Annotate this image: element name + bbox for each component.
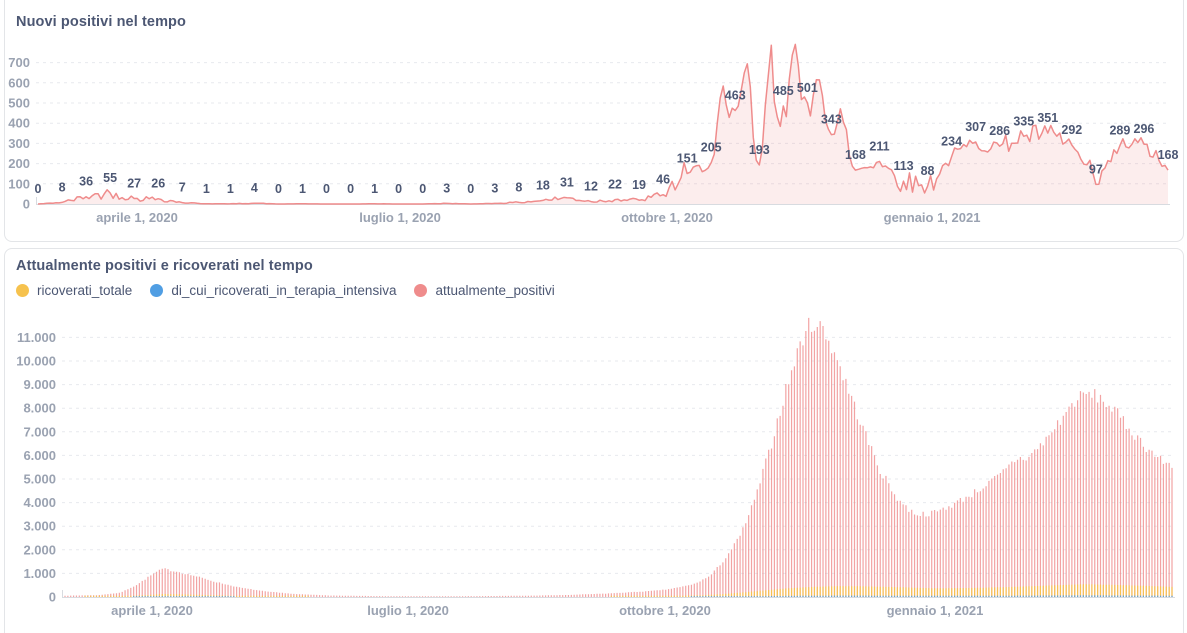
legend-label-terapia-intensiva: di_cui_ricoverati_in_terapia_intensiva <box>171 283 397 298</box>
svg-text:1: 1 <box>371 182 378 196</box>
chart2-title: Attualmente positivi e ricoverati nel te… <box>16 258 313 274</box>
svg-text:700: 700 <box>8 55 30 70</box>
svg-text:aprile 1, 2020: aprile 1, 2020 <box>111 603 193 618</box>
svg-text:400: 400 <box>8 116 30 131</box>
svg-text:aprile 1, 2020: aprile 1, 2020 <box>96 210 178 225</box>
svg-text:8: 8 <box>515 180 522 194</box>
svg-text:10.000: 10.000 <box>16 354 56 369</box>
svg-text:0: 0 <box>49 590 56 605</box>
svg-text:9.000: 9.000 <box>23 377 56 392</box>
legend-label-ricoverati-totale: ricoverati_totale <box>37 283 133 298</box>
svg-text:31: 31 <box>560 176 574 190</box>
svg-text:205: 205 <box>701 141 722 155</box>
chart2-legend: ricoverati_totale di_cui_ricoverati_in_t… <box>16 283 555 298</box>
svg-text:4.000: 4.000 <box>23 495 56 510</box>
svg-text:gennaio 1, 2021: gennaio 1, 2021 <box>887 603 984 618</box>
svg-text:343: 343 <box>821 113 842 127</box>
svg-text:luglio 1, 2020: luglio 1, 2020 <box>367 603 449 618</box>
svg-text:22: 22 <box>608 178 622 192</box>
svg-text:1.000: 1.000 <box>23 566 56 581</box>
svg-text:485: 485 <box>773 84 794 98</box>
svg-text:151: 151 <box>677 151 698 165</box>
svg-text:97: 97 <box>1089 162 1103 176</box>
legend-dot-ricoverati-totale-icon <box>16 284 29 297</box>
svg-text:0: 0 <box>347 182 354 196</box>
svg-text:100: 100 <box>8 176 30 191</box>
svg-text:8: 8 <box>59 180 66 194</box>
svg-text:168: 168 <box>845 148 866 162</box>
svg-text:46: 46 <box>656 173 670 187</box>
svg-text:6.000: 6.000 <box>23 448 56 463</box>
svg-text:7.000: 7.000 <box>23 424 56 439</box>
svg-text:292: 292 <box>1061 123 1082 137</box>
svg-text:168: 168 <box>1158 148 1179 162</box>
svg-text:211: 211 <box>869 139 889 153</box>
svg-text:11.000: 11.000 <box>17 330 56 345</box>
svg-text:1: 1 <box>299 182 306 196</box>
svg-text:501: 501 <box>797 81 818 95</box>
svg-text:36: 36 <box>79 175 93 189</box>
chart2-attualmente-positivi-bar-chart[interactable]: 0 1.000 2.000 3.000 4.000 5.000 6.000 7.000 8.00… <box>0 248 1187 633</box>
svg-text:gennaio 1, 2021: gennaio 1, 2021 <box>884 210 981 225</box>
svg-text:12: 12 <box>584 180 598 194</box>
svg-text:88: 88 <box>921 164 935 178</box>
svg-text:19: 19 <box>632 178 646 192</box>
svg-text:0: 0 <box>23 197 30 212</box>
svg-text:0: 0 <box>323 182 330 196</box>
legend-dot-terapia-intensiva-icon <box>150 284 164 297</box>
svg-text:55: 55 <box>103 171 117 185</box>
svg-text:300: 300 <box>8 136 30 151</box>
svg-text:0: 0 <box>395 182 402 196</box>
svg-text:307: 307 <box>965 120 986 134</box>
svg-text:1: 1 <box>203 182 210 196</box>
svg-text:3.000: 3.000 <box>23 519 56 534</box>
svg-text:113: 113 <box>893 159 913 173</box>
svg-text:2.000: 2.000 <box>23 542 56 557</box>
svg-text:3: 3 <box>443 181 450 195</box>
svg-text:18: 18 <box>536 178 550 192</box>
card-attualmente-positivi <box>4 248 1184 633</box>
svg-text:296: 296 <box>1134 122 1155 136</box>
svg-text:0: 0 <box>35 182 42 196</box>
legend-item-ricoverati-totale[interactable]: ricoverati_totale <box>16 283 132 298</box>
chart1-title: Nuovi positivi nel tempo <box>16 14 186 30</box>
legend-dot-attualmente-positivi-icon <box>414 284 428 297</box>
svg-text:200: 200 <box>8 156 30 171</box>
svg-text:351: 351 <box>1037 111 1058 125</box>
svg-text:289: 289 <box>1109 124 1130 138</box>
svg-text:3: 3 <box>491 181 498 195</box>
svg-text:27: 27 <box>127 177 141 191</box>
legend-label-attualmente-positivi: attualmente_positivi <box>435 283 555 298</box>
svg-text:0: 0 <box>467 182 474 196</box>
svg-text:335: 335 <box>1013 114 1034 128</box>
svg-text:463: 463 <box>725 88 746 102</box>
legend-item-terapia-intensiva[interactable]: di_cui_ricoverati_in_terapia_intensiva <box>150 283 396 298</box>
svg-text:500: 500 <box>8 96 30 111</box>
svg-text:4: 4 <box>251 181 258 195</box>
legend-item-attualmente-positivi[interactable]: attualmente_positivi <box>414 283 555 298</box>
svg-text:26: 26 <box>151 177 165 191</box>
svg-text:0: 0 <box>275 182 282 196</box>
svg-text:luglio 1, 2020: luglio 1, 2020 <box>359 210 441 225</box>
svg-text:0: 0 <box>419 182 426 196</box>
svg-text:193: 193 <box>749 143 770 157</box>
svg-text:ottobre 1, 2020: ottobre 1, 2020 <box>619 603 711 618</box>
svg-text:ottobre 1, 2020: ottobre 1, 2020 <box>621 210 713 225</box>
svg-text:234: 234 <box>941 135 962 149</box>
svg-text:5.000: 5.000 <box>23 472 56 487</box>
svg-text:286: 286 <box>989 124 1010 138</box>
svg-text:7: 7 <box>179 181 186 195</box>
svg-text:8.000: 8.000 <box>23 401 56 416</box>
svg-text:1: 1 <box>227 182 234 196</box>
svg-text:600: 600 <box>8 75 30 90</box>
